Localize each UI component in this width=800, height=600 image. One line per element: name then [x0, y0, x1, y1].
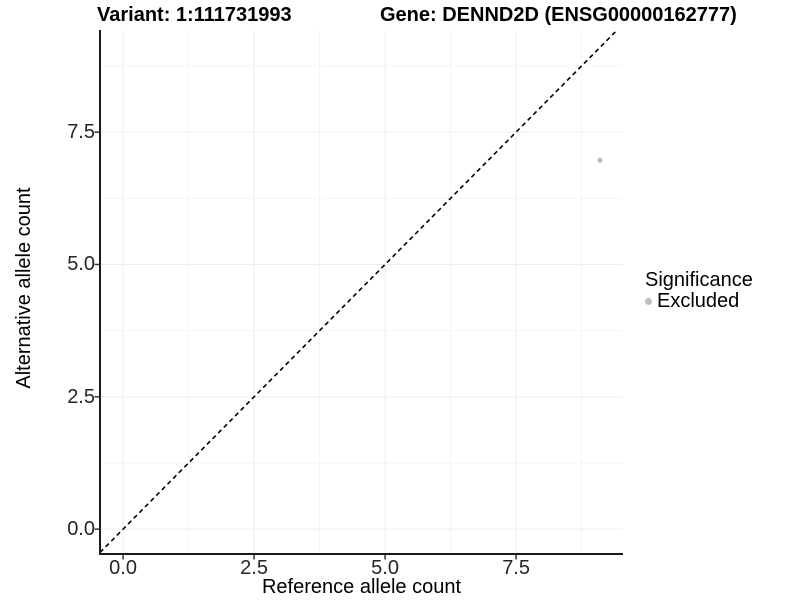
x-tick-label: 0.0 — [109, 557, 137, 579]
y-tick-label: 2.5 — [67, 385, 95, 408]
legend-key-dot-icon — [645, 297, 652, 305]
legend-entries: Excluded — [645, 290, 753, 312]
x-axis-title: Reference allele count — [261, 576, 461, 598]
y-axis-title: Alternative allele count — [13, 187, 35, 389]
plot-title-variant: Variant: 1:111731993 — [97, 4, 292, 26]
data-point — [597, 157, 603, 163]
x-tick-label: 2.5 — [240, 557, 268, 579]
legend-entry: Excluded — [645, 290, 753, 312]
identity-dashed-line — [99, 30, 617, 554]
legend-title: Significance — [645, 269, 753, 291]
legend-entry-label: Excluded — [657, 289, 740, 312]
y-tick-label: 7.5 — [67, 121, 95, 144]
plot-title-gene: Gene: DENND2D (ENSG00000162777) — [380, 4, 737, 26]
y-tick-label: 0.0 — [67, 518, 95, 541]
y-tick-label: 5.0 — [67, 253, 95, 276]
x-tick-label: 7.5 — [502, 557, 530, 579]
legend: Significance Excluded — [645, 270, 753, 312]
x-tick-label: 5.0 — [371, 557, 399, 579]
